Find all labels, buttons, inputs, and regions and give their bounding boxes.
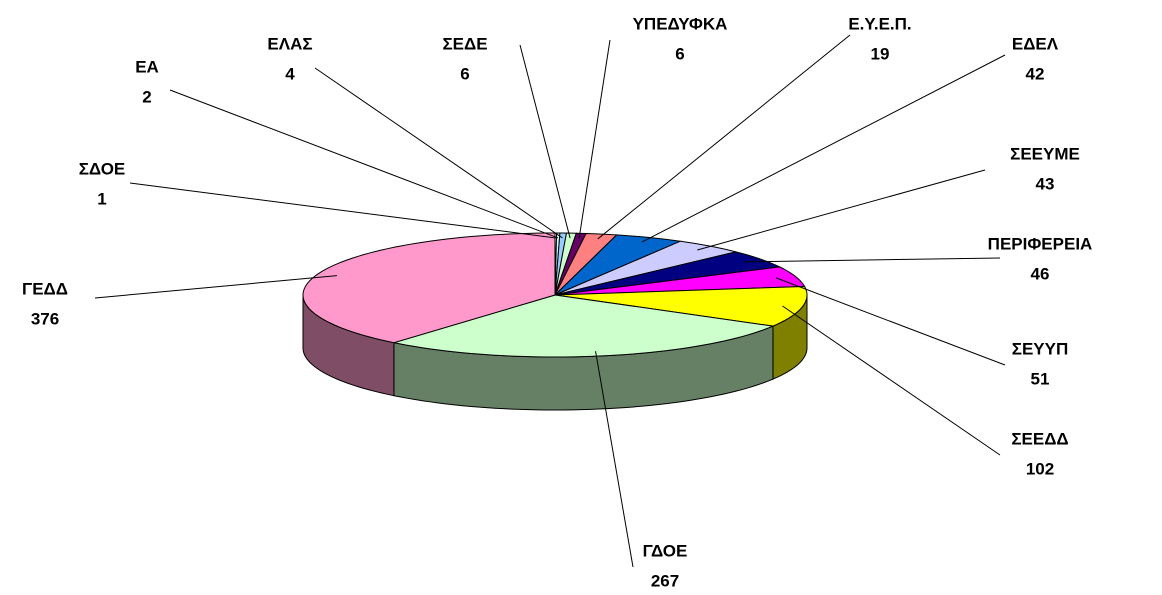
value-label: 46 — [1031, 264, 1050, 283]
leader-line — [641, 54, 1006, 243]
category-label: ΕΔΕΛ — [1012, 34, 1059, 53]
category-label: ΣΕΔΕ — [442, 34, 487, 53]
leader-line — [169, 89, 559, 239]
value-label: 19 — [871, 44, 890, 63]
leader-line — [94, 275, 338, 299]
value-label: 102 — [1026, 459, 1054, 478]
slice — [393, 294, 775, 358]
value-label: 42 — [1026, 64, 1045, 83]
leader-line — [597, 34, 851, 240]
category-label: ΕΑ — [135, 57, 159, 76]
value-label: 267 — [651, 571, 679, 590]
category-label: ΥΠΕΔΥΦΚΑ — [633, 14, 728, 33]
slice — [554, 285, 808, 327]
value-label: 2 — [142, 87, 151, 106]
value-label: 1 — [97, 189, 106, 208]
value-label: 43 — [1036, 174, 1055, 193]
value-label: 4 — [285, 64, 295, 83]
leader-line — [129, 182, 556, 239]
leader-line — [776, 277, 1006, 366]
category-label: ΓΕΔΔ — [22, 279, 68, 298]
leader-line — [782, 305, 1001, 456]
category-label: Ε.Υ.Ε.Π. — [848, 14, 911, 33]
category-label: ΓΔΟΕ — [643, 541, 688, 560]
leader-line — [697, 169, 986, 251]
value-label: 376 — [31, 309, 59, 328]
category-label: ΠΕΡΙΦΕΡΕΙΑ — [988, 234, 1093, 253]
leader-line — [743, 257, 1001, 263]
category-label: ΣΔΟΕ — [79, 159, 126, 178]
value-label: 6 — [460, 64, 469, 83]
leader-line — [578, 39, 611, 239]
category-label: ΕΛΑΣ — [267, 34, 312, 53]
value-label: 6 — [675, 44, 684, 63]
slice — [302, 232, 556, 344]
slice — [554, 251, 782, 296]
leader-line — [519, 44, 571, 239]
category-label: ΣΕΥΥΠ — [1012, 339, 1069, 358]
category-label: ΣΕΕΥΜΕ — [1010, 144, 1080, 163]
slice — [554, 266, 806, 296]
category-label: ΣΕΕΔΔ — [1011, 429, 1068, 448]
leader-line — [314, 67, 563, 239]
value-label: 51 — [1031, 369, 1050, 388]
leader-line — [595, 351, 634, 568]
slice — [554, 234, 683, 296]
